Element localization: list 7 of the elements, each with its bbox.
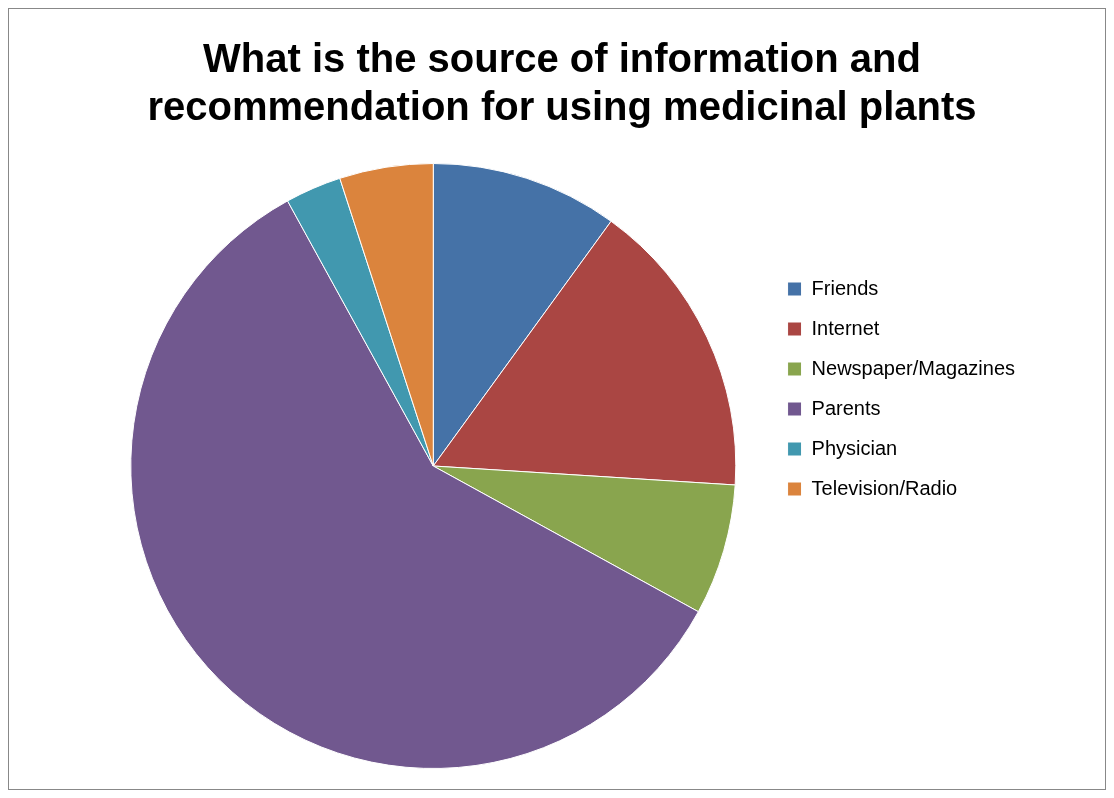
legend-label: Television/Radio (811, 476, 958, 499)
legend-label: Internet (811, 316, 880, 339)
legend-label: Parents (811, 396, 881, 419)
legend-label: Newspaper/Magazines (811, 356, 1015, 379)
chart-title: What is the source of information and recommendation for using medicinal plants (147, 36, 977, 129)
legend-label: Physician (811, 436, 898, 459)
legend-label: Friends (811, 276, 879, 299)
